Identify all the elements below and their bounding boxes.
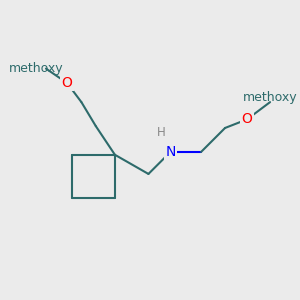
Text: methoxy: methoxy	[9, 62, 64, 75]
Text: O: O	[61, 76, 73, 90]
Text: H: H	[157, 126, 165, 139]
Text: N: N	[165, 145, 176, 159]
Text: O: O	[242, 112, 253, 126]
Text: methoxy: methoxy	[243, 91, 297, 104]
